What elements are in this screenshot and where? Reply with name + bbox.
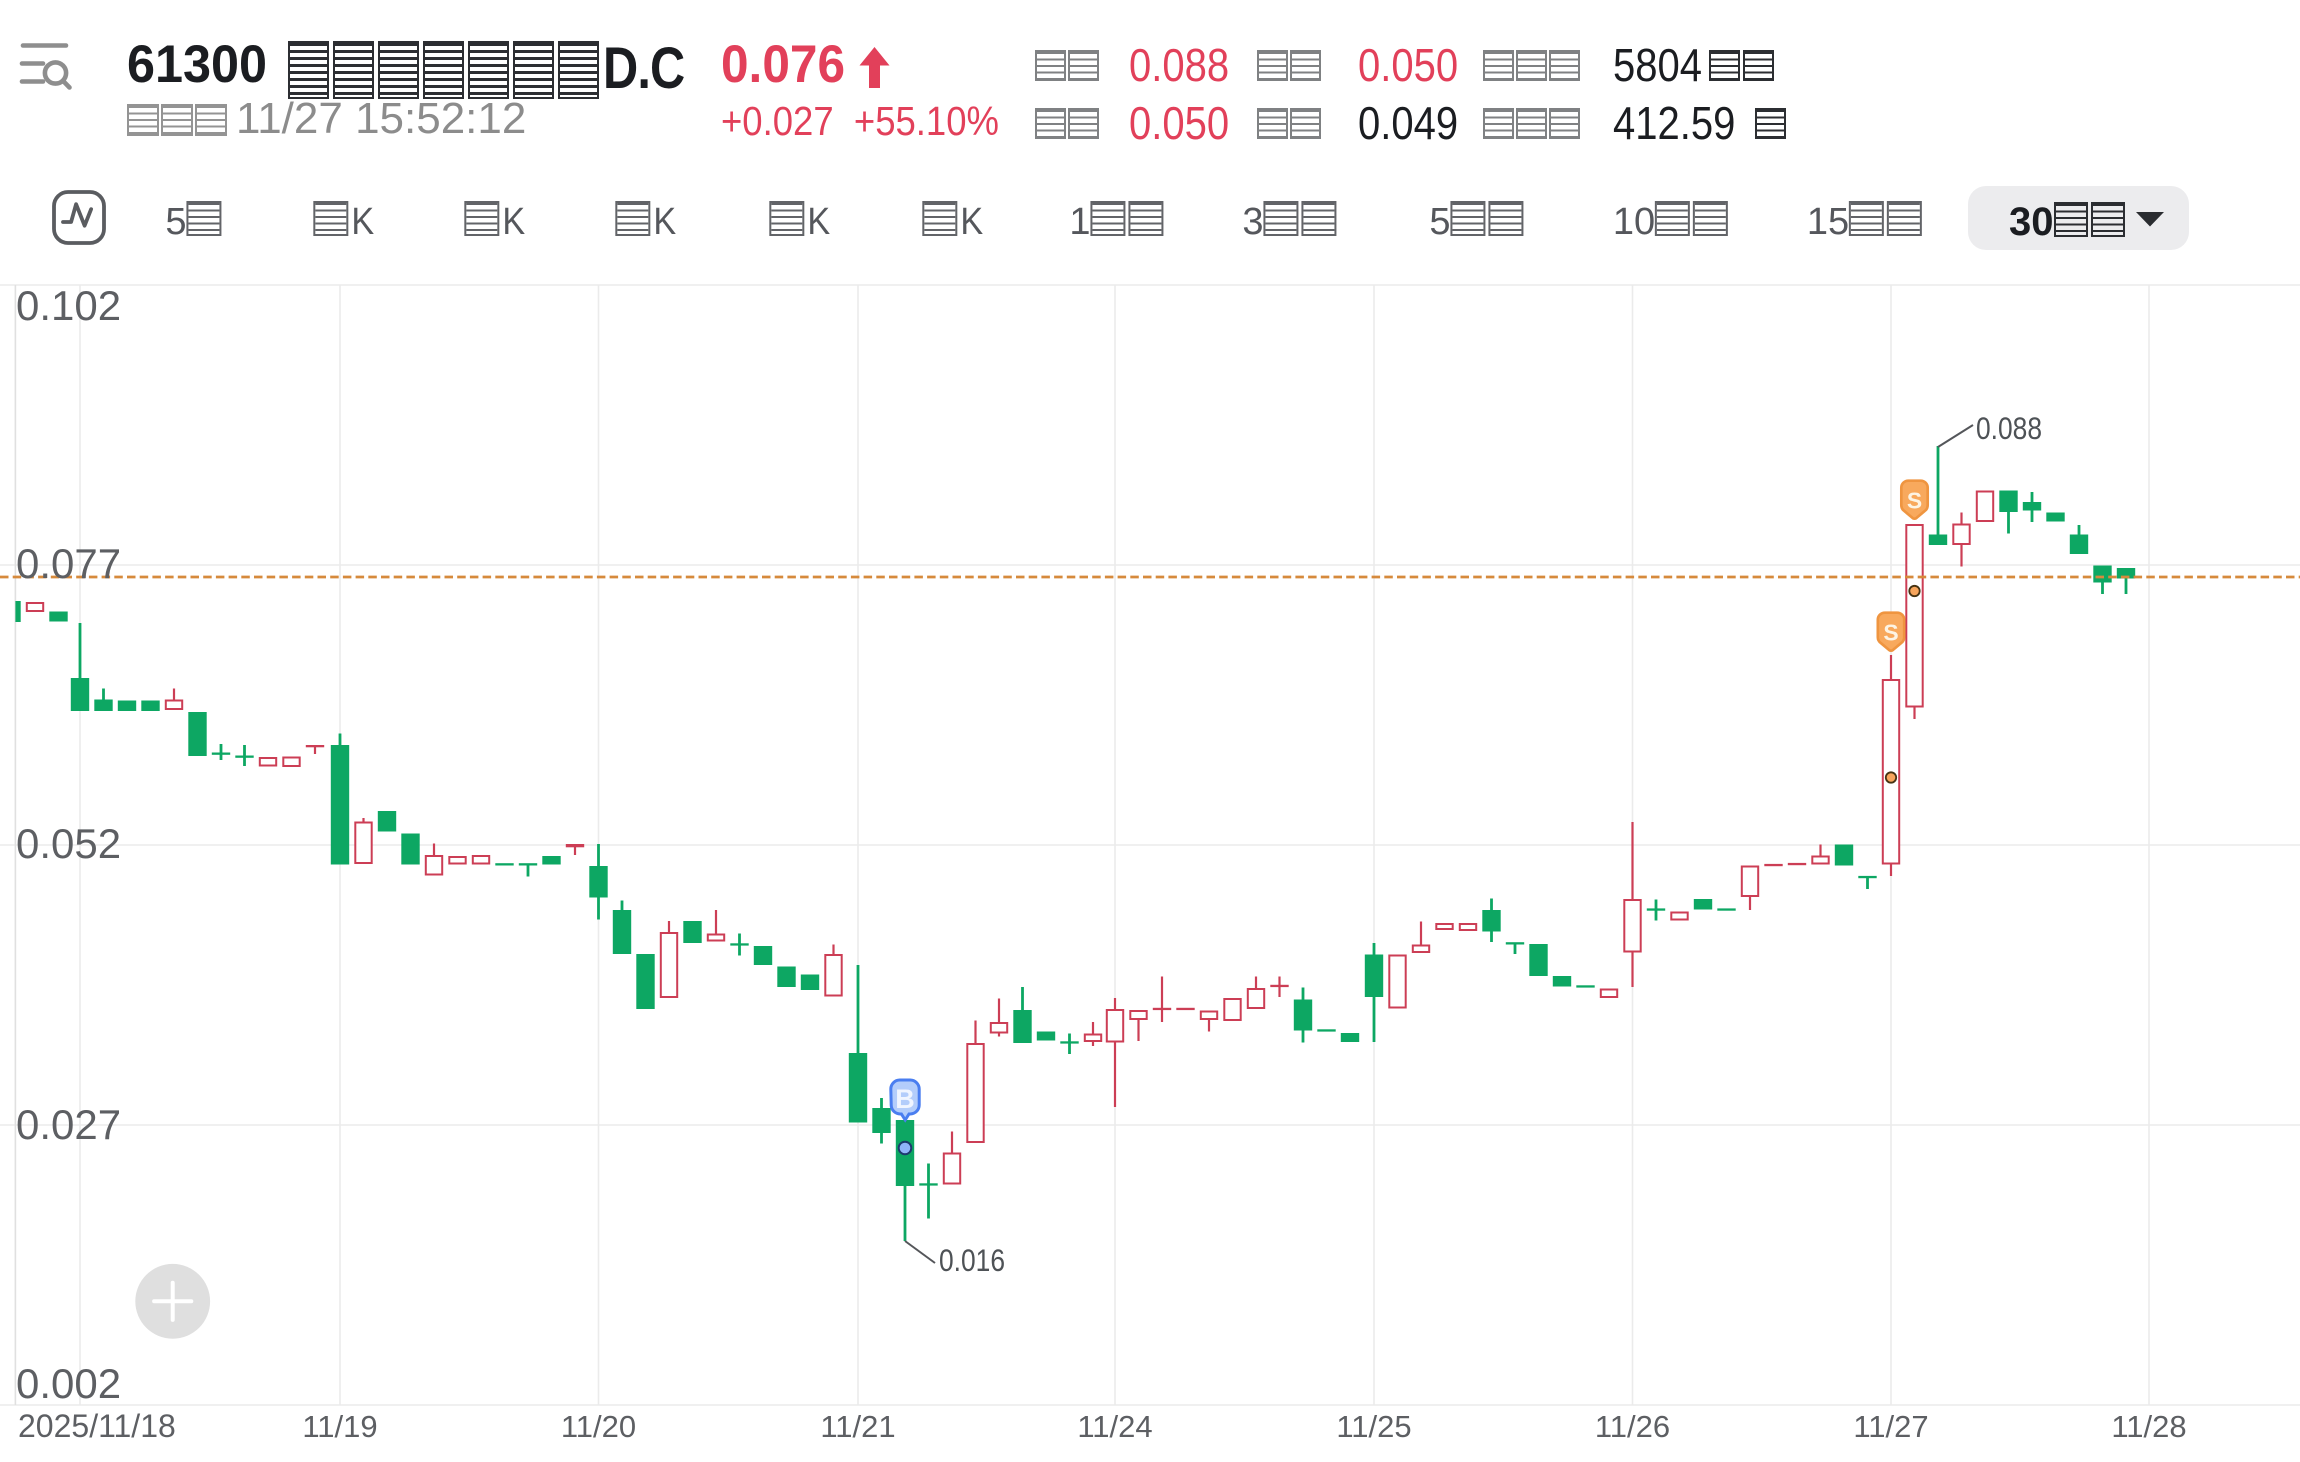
svg-text:0.016: 0.016 (939, 1242, 1005, 1278)
svg-text:0.088: 0.088 (1976, 410, 2042, 446)
svg-text:S: S (1907, 487, 1922, 513)
svg-text:2025/11/18: 2025/11/18 (18, 1408, 176, 1444)
svg-text:11/25: 11/25 (1336, 1409, 1411, 1444)
svg-text:B: B (895, 1084, 915, 1114)
svg-text:0.027: 0.027 (16, 1101, 121, 1148)
svg-text:11/24: 11/24 (1077, 1409, 1152, 1444)
svg-text:11/28: 11/28 (2111, 1409, 2186, 1444)
svg-text:11/20: 11/20 (561, 1409, 636, 1444)
svg-text:11/26: 11/26 (1595, 1409, 1670, 1444)
svg-text:S: S (1883, 619, 1898, 645)
svg-text:11/27: 11/27 (1853, 1409, 1928, 1444)
svg-text:0.052: 0.052 (16, 820, 121, 867)
svg-text:11/19: 11/19 (302, 1409, 377, 1444)
svg-text:0.077: 0.077 (16, 540, 121, 587)
svg-text:0.102: 0.102 (16, 282, 121, 329)
svg-text:11/21: 11/21 (820, 1409, 895, 1444)
svg-text:0.002: 0.002 (16, 1360, 121, 1407)
